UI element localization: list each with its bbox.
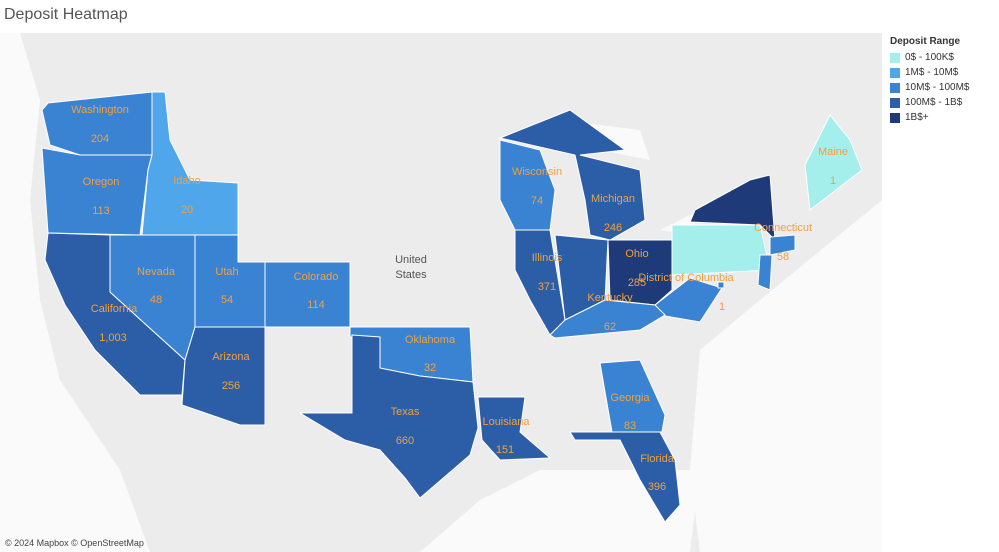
legend-swatch (890, 82, 900, 93)
legend-swatch (890, 112, 900, 123)
legend-item[interactable]: 1B$+ (890, 110, 969, 125)
legend-label: 10M$ - 100M$ (905, 82, 970, 93)
state-shape (549, 299, 666, 339)
atlantic (690, 200, 882, 552)
legend-swatch (890, 97, 900, 108)
state-count: 83 (624, 420, 636, 432)
state-count: 371 (538, 281, 556, 293)
state-count: 151 (496, 444, 514, 456)
state-shape (804, 114, 863, 211)
state-name: Georgia (610, 392, 650, 404)
state-count: 32 (424, 362, 436, 374)
ocean (0, 33, 150, 552)
state-count: 62 (604, 321, 616, 333)
state-count: 58 (777, 251, 789, 263)
legend-item[interactable]: 100M$ - 1B$ (890, 95, 969, 110)
legend-label: 1M$ - 10M$ (905, 67, 959, 78)
state-count: 660 (396, 435, 414, 447)
legend-label: 0$ - 100K$ (905, 52, 954, 63)
map: Washington 204 Oregon 113 Idaho 20 California 1… (0, 33, 882, 552)
attribution: © 2024 Mapbox © OpenStreetMap (5, 538, 144, 548)
lakes (560, 120, 700, 235)
state-name: Wisconsin (512, 166, 562, 178)
state-name: Illinois (532, 252, 563, 264)
state-count: 246 (604, 222, 622, 234)
state-shape (769, 234, 796, 256)
state-name: Idaho (173, 175, 201, 187)
state-count: 1 (830, 175, 836, 187)
state-shape (141, 91, 239, 236)
map-label: States (395, 269, 427, 281)
state-name: Oregon (83, 176, 120, 188)
state-name: Arizona (212, 351, 250, 363)
state-shape (717, 281, 725, 289)
state-name: California (91, 303, 138, 315)
legend-item[interactable]: 1M$ - 10M$ (890, 65, 969, 80)
legend-swatch (890, 67, 900, 78)
legend-title: Deposit Range (890, 36, 961, 47)
state-name: District of Columbia (638, 272, 734, 284)
state-name: Washington (71, 104, 129, 116)
state-name: Colorado (294, 271, 339, 283)
state-name: Louisiana (482, 416, 530, 428)
state-count: 256 (222, 380, 240, 392)
state-shape (477, 396, 552, 461)
state-shape (181, 326, 266, 426)
legend: Deposit Range 0$ - 100K$ 1M$ - 10M$ 10M$ -… (890, 36, 969, 125)
state-name: Oklahoma (405, 334, 456, 346)
state-name: Connecticut (754, 222, 812, 234)
state-count: 74 (531, 195, 543, 207)
legend-label: 1B$+ (905, 112, 929, 123)
state-count: 48 (150, 294, 162, 306)
legend-swatch (890, 52, 900, 63)
legend-item[interactable]: 10M$ - 100M$ (890, 80, 969, 95)
state-name: Utah (215, 266, 238, 278)
state-name: Ohio (625, 248, 648, 260)
state-shape (498, 109, 646, 241)
state-shape (569, 431, 681, 523)
state-shape (41, 91, 153, 156)
state-shape (298, 334, 479, 499)
title: Deposit Heatmap (4, 6, 128, 23)
state-name: Florida (640, 453, 675, 465)
state-name: Kentucky (587, 292, 633, 304)
state-shape (757, 254, 773, 291)
state-shape (599, 359, 666, 433)
state-name: Texas (391, 406, 420, 418)
state-count: 204 (91, 133, 109, 145)
state-name: Michigan (591, 193, 635, 205)
state-count: 113 (92, 205, 110, 217)
state-name: Maine (818, 146, 848, 158)
state-count: 54 (221, 294, 233, 306)
legend-item[interactable]: 0$ - 100K$ (890, 50, 969, 65)
state-count: 285 (628, 277, 646, 289)
state-count: 114 (307, 299, 325, 311)
state-count: 1 (719, 301, 725, 313)
legend-label: 100M$ - 1B$ (905, 97, 963, 108)
state-count: 396 (648, 481, 666, 493)
state-shape (41, 147, 153, 236)
state-count: 20 (181, 204, 193, 216)
state-name: Nevada (137, 266, 176, 278)
gulf (420, 470, 700, 552)
map-label: United (395, 254, 427, 266)
state-count: 1,003 (99, 332, 127, 344)
